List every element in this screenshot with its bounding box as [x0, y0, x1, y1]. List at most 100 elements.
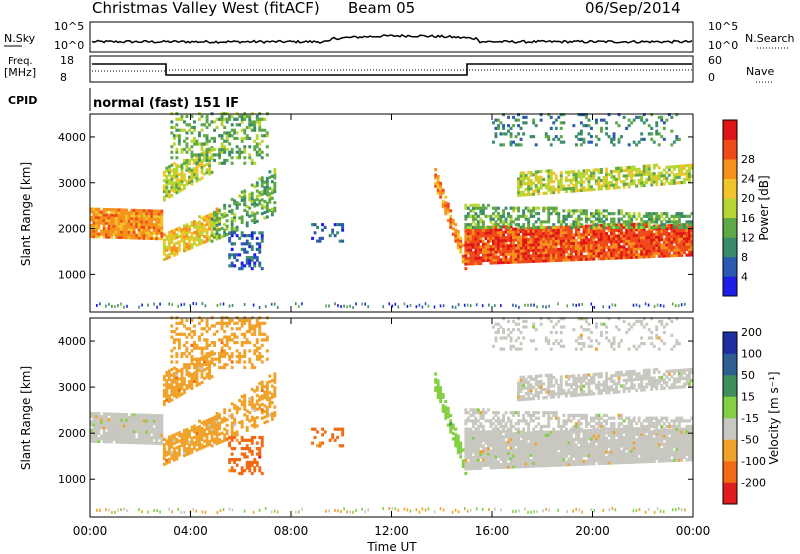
power-cell: [130, 208, 134, 212]
power-cell: [688, 226, 691, 230]
velocity-cell: [170, 392, 174, 397]
velocity-cell: [223, 354, 227, 359]
velocity-cell: [130, 421, 134, 425]
power-cell: [434, 176, 438, 180]
velocity-cell: [461, 459, 465, 463]
power-cell: [582, 244, 586, 248]
power-cell: [140, 217, 144, 221]
power-cell: [680, 253, 684, 257]
velocity-cell: [479, 436, 483, 440]
power-cell: [655, 252, 659, 256]
power-cell: [509, 227, 513, 231]
power-cell: [665, 171, 669, 175]
power-cell: [544, 240, 548, 244]
power-cell: [532, 235, 536, 239]
power-cell: [572, 124, 576, 128]
power-cell: [183, 158, 186, 162]
power-cell: [114, 305, 116, 309]
power-cell: [100, 210, 103, 214]
power-cell: [519, 185, 523, 189]
power-cell: [680, 214, 684, 218]
velocity-cell: [311, 427, 314, 431]
power-cell: [142, 228, 146, 232]
velocity-cell: [454, 438, 458, 442]
velocity-cell: [449, 413, 453, 417]
velocity-cell: [115, 432, 118, 436]
power-cell: [185, 158, 189, 162]
power-cell: [607, 251, 611, 255]
power-cell: [122, 236, 126, 240]
velocity-cell: [479, 452, 483, 456]
velocity-cell: [165, 384, 169, 388]
power-cell: [517, 124, 520, 128]
power-cell: [225, 117, 229, 121]
power-cell: [213, 139, 216, 143]
power-cell: [602, 246, 606, 250]
power-cell: [665, 246, 669, 250]
velocity-cell: [107, 412, 111, 416]
velocity-cell: [476, 455, 480, 459]
power-cell: [688, 253, 691, 257]
power-cell: [612, 143, 616, 147]
velocity-cell: [507, 457, 510, 461]
power-cell: [539, 175, 543, 179]
velocity-cell: [100, 415, 103, 419]
velocity-cell: [110, 415, 113, 419]
power-cell: [642, 233, 646, 237]
velocity-cell: [183, 324, 186, 328]
power-cell: [656, 303, 659, 307]
power-cell: [675, 212, 679, 216]
velocity-cell: [190, 318, 194, 323]
velocity-cell: [102, 426, 106, 430]
power-cell: [494, 118, 498, 122]
power-cell: [100, 229, 103, 233]
power-cell: [341, 239, 345, 243]
velocity-cell: [180, 352, 184, 356]
velocity-cell: [132, 435, 136, 439]
power-cell: [499, 258, 503, 262]
power-cell: [574, 258, 578, 262]
velocity-cell: [225, 418, 229, 422]
power-cell: [637, 170, 641, 174]
velocity-cell: [250, 463, 254, 467]
power-cell: [464, 203, 468, 207]
power-cell: [153, 302, 155, 306]
velocity-cell: [215, 425, 219, 429]
velocity-cell: [499, 463, 503, 467]
power-cell: [185, 226, 189, 230]
power-cell: [253, 218, 257, 222]
power-cell: [539, 243, 543, 247]
velocity-cell: [499, 438, 503, 442]
power-cell: [610, 140, 613, 144]
power-cell: [670, 220, 674, 224]
power-cell: [529, 240, 533, 244]
power-cell: [612, 240, 616, 244]
velocity-cell: [481, 463, 485, 467]
power-cell: [507, 223, 510, 227]
power-cell: [235, 145, 239, 149]
power-cell: [218, 153, 221, 157]
velocity-cell: [112, 412, 116, 416]
power-cell: [183, 229, 186, 233]
power-cell: [238, 194, 242, 198]
power-cell: [337, 304, 339, 308]
velocity-cell: [137, 441, 141, 445]
power-cell: [160, 234, 164, 238]
power-cell: [662, 121, 666, 125]
power-cell: [233, 131, 237, 135]
power-cell: [552, 250, 556, 254]
power-cell: [630, 250, 634, 254]
power-cell: [147, 236, 151, 240]
power-cell: [537, 189, 541, 193]
power-cell: [145, 234, 149, 238]
power-cell: [657, 174, 661, 178]
power-cell: [574, 227, 578, 231]
power-cell: [670, 129, 674, 133]
power-cell: [160, 218, 164, 222]
power-cell: [517, 217, 520, 221]
power-cell: [203, 235, 206, 239]
power-cell: [600, 254, 603, 258]
power-cell: [130, 214, 134, 218]
power-cell: [517, 249, 520, 253]
power-cell: [637, 228, 641, 232]
